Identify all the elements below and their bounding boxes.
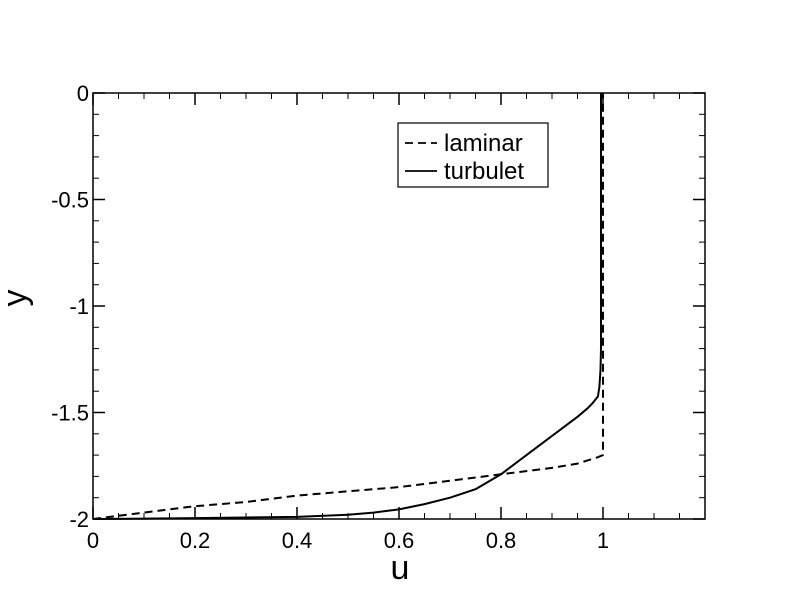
x-tick-label: 0.8 [486, 528, 517, 553]
y-tick-label: -0.5 [51, 188, 89, 213]
y-tick-label: -1.5 [51, 401, 89, 426]
legend-label-turbulet: turbulet [444, 158, 524, 185]
x-tick-label: 1 [597, 528, 609, 553]
x-tick-labels: 0 0.2 0.4 0.6 0.8 1 [87, 528, 609, 553]
y-tick-label: -1 [69, 294, 89, 319]
x-tick-label: 0.4 [282, 528, 313, 553]
series-lines [92, 93, 604, 520]
legend-label-laminar: laminar [444, 130, 523, 157]
plot-frame [92, 92, 706, 520]
legend-box [397, 122, 549, 188]
x-axis-title: u [391, 549, 410, 587]
y-tick-labels: 0 -0.5 -1 -1.5 -2 [51, 81, 89, 532]
y-tick-label: 0 [77, 81, 89, 106]
x-tick-label: 0.2 [180, 528, 211, 553]
legend: laminar turbulet [397, 122, 549, 188]
series-line-turbulet [92, 93, 602, 520]
x-tick-label: 0.6 [384, 528, 415, 553]
series-line-laminar [92, 93, 604, 520]
x-tick-label: 0 [87, 528, 99, 553]
y-tick-label: -2 [69, 507, 89, 532]
y-axis-title: y [0, 290, 34, 307]
